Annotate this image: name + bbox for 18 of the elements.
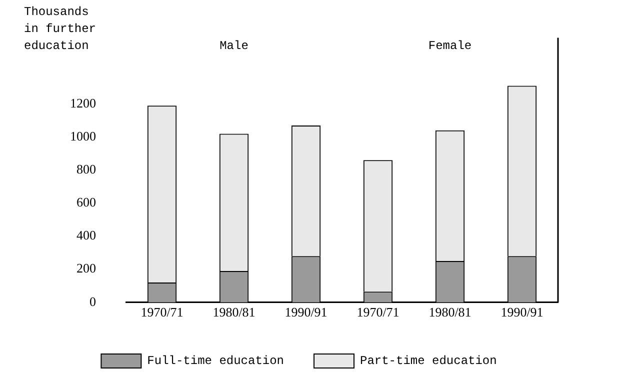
x-tick-label: 1980/81 (428, 304, 472, 320)
x-tick-label: 1970/71 (140, 304, 184, 320)
x-tick-label: 1990/91 (284, 304, 328, 320)
x-tick-label: 1970/71 (356, 304, 400, 320)
legend-label: Part-time education (360, 354, 497, 368)
y-tick-label: 200 (76, 260, 96, 276)
y-tick-label: 800 (76, 162, 96, 177)
annotation: Male (220, 39, 248, 54)
y-tick-label: 0 (90, 294, 96, 309)
y-tick-label: 1000 (70, 128, 96, 144)
x-tick-label: 1980/81 (212, 304, 256, 320)
y-axis-title: Thousands in further education (24, 5, 96, 54)
x-tick-label: 1990/91 (500, 304, 544, 320)
legend-label: Full-time education (147, 354, 284, 368)
y-tick-label: 400 (76, 228, 96, 243)
annotation: Female (428, 39, 472, 54)
y-tick-label: 600 (76, 194, 96, 210)
y-tick-label: 1200 (70, 95, 96, 110)
